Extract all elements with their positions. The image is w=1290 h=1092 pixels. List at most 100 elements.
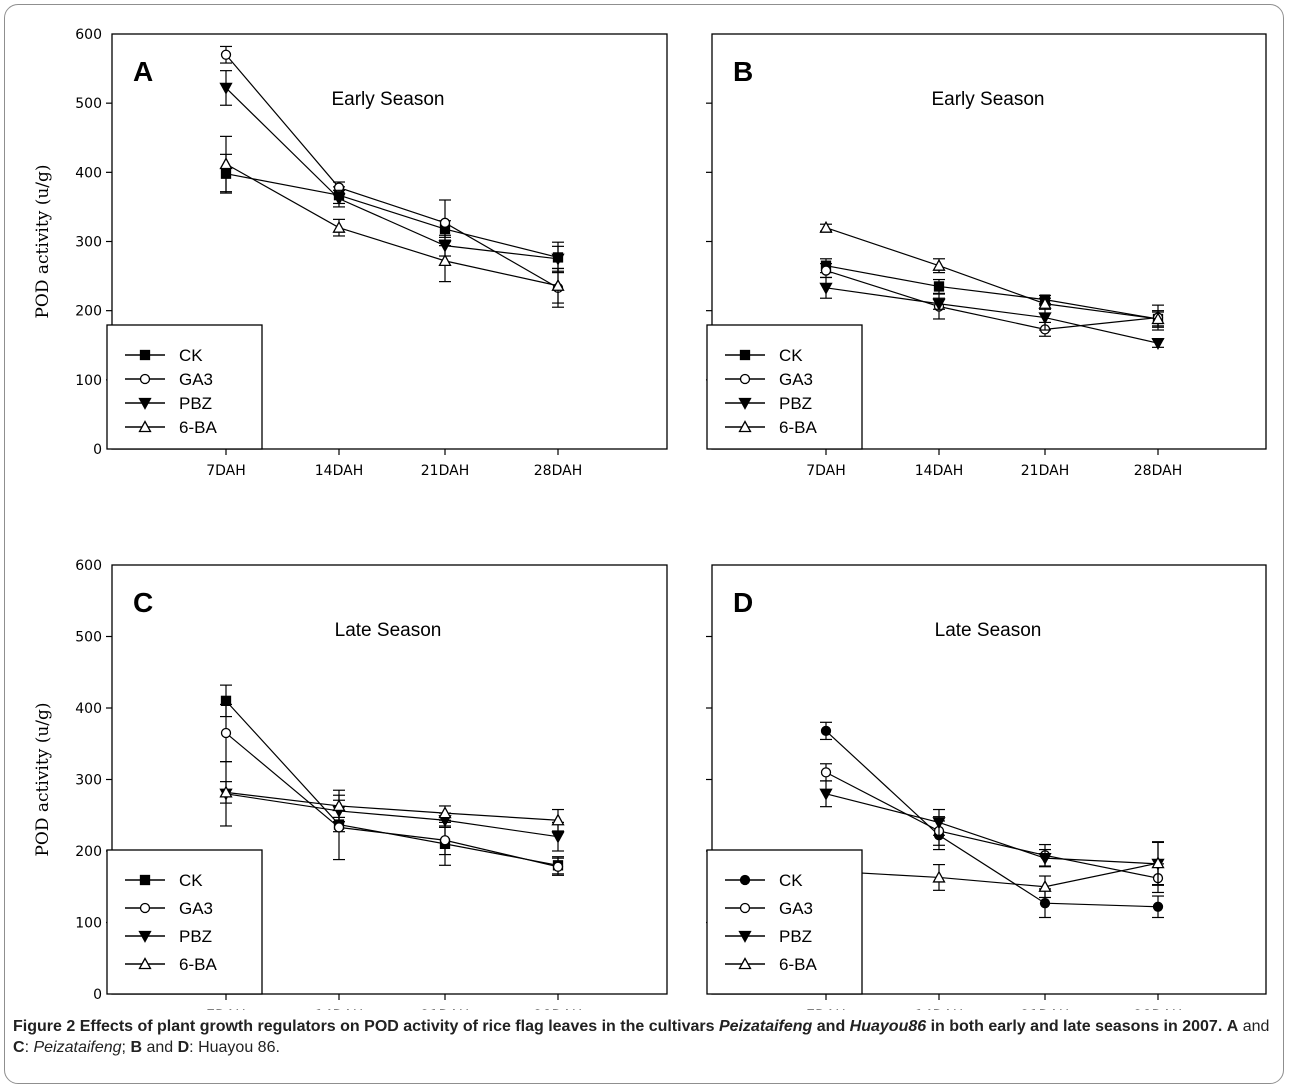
caption-and: and [816, 1018, 846, 1035]
panel-c-xtick-label-1: 14DAH [315, 1008, 363, 1010]
panel-c-xtick-label-3: 28DAH [534, 1008, 582, 1010]
panel-c-legend-label-2: PBZ [179, 927, 212, 946]
panel-c-series-3-point-0 [219, 785, 233, 798]
panel-b-series-3-point-3 [1151, 312, 1165, 325]
caption-panel-a: A [1226, 1018, 1239, 1035]
caption-and-3: and [146, 1039, 174, 1056]
panel-b-series-2-point-0 [819, 282, 833, 295]
panel-b-series-3-point-1 [932, 258, 946, 271]
panel-a-series-2-point-3 [551, 253, 565, 266]
panel-d-series-0-point-3 [1152, 901, 1164, 912]
panel-b-series-2-point-2 [1038, 312, 1052, 325]
panel-c-legend-label-0: CK [179, 871, 203, 890]
panel-d-series-3-point-3 [1151, 856, 1165, 869]
caption-sep-1: : [24, 1039, 30, 1056]
panel-a-series-2-line [225, 87, 559, 260]
caption-cultivar-2: Huayou86 [849, 1018, 927, 1035]
panel-d-title: Late Season [935, 620, 1042, 641]
panel-c: 0 100 200 300 400 500 600 7DAH 14DAH 21DAH 28DAH PO… [33, 558, 668, 1010]
panel-a-xtick-label-2: 21DAH [421, 463, 469, 479]
panel-c-xtick-label-0: 7DAH [206, 1008, 246, 1010]
caption-cultivar-1: Peizataifeng [718, 1018, 813, 1035]
panel-d-series-2-point-1 [932, 817, 946, 830]
panel-a-letter: A [133, 56, 153, 87]
panel-b-series-3-point-0 [819, 220, 833, 233]
panel-c-title: Late Season [335, 620, 442, 641]
panel-a-xtick-label-3: 28DAH [534, 463, 582, 479]
panel-d-legend-marker-0 [739, 874, 751, 886]
panel-a-legend-marker-2 [138, 397, 152, 410]
panel-d: 7DAH 14DAH 21DAH 28DAH D Late Season CK GA3 PBZ 6… [706, 564, 1267, 1010]
panel-c-ylabel: POD activity (u/g) [33, 702, 53, 856]
panel-a-series-3-point-0 [219, 157, 233, 170]
panel-b-series-0-line [825, 265, 1159, 320]
panel-d-xtick-label-2: 21DAH [1021, 1008, 1069, 1010]
panel-d-letter: D [733, 587, 753, 618]
panel-c-ytick-label-0: 0 [93, 987, 102, 1003]
caption-panel-b: B [130, 1039, 142, 1056]
panel-b-xtick-label-2: 21DAH [1021, 463, 1069, 479]
panel-a-series-1-point-0 [220, 49, 232, 60]
panel-d-legend-marker-3 [738, 957, 752, 970]
panel-c-series-2-point-3 [551, 831, 565, 844]
panel-d-series-0-line [825, 730, 1159, 908]
panel-a-legend-label-1: GA3 [179, 370, 213, 389]
panel-c-ytick-label-4: 400 [75, 701, 102, 717]
panel-d-legend-marker-2 [738, 930, 752, 943]
panel-c-ytick-label-1: 100 [75, 916, 102, 932]
panel-a-ytick-label-1: 100 [75, 373, 102, 389]
panel-a-series-1-line [225, 54, 559, 289]
caption-panel-d: D [177, 1039, 190, 1056]
panel-b: 7DAH 14DAH 21DAH 28DAH B Early Season CK GA3 PBZ… [706, 33, 1267, 479]
panel-a-ytick-label-5: 500 [75, 96, 102, 112]
panel-b-series-1-line [825, 269, 1159, 330]
panel-d-legend-label-3: 6-BA [779, 955, 817, 974]
panel-a-ylabel: POD activity (u/g) [33, 164, 53, 318]
caption-sep-2: : [189, 1039, 194, 1056]
panel-d-legend-label-2: PBZ [779, 927, 812, 946]
panel-c-letter: C [133, 587, 153, 618]
panel-a-series-1-point-2 [439, 217, 451, 228]
panel-b-legend-label-0: CK [779, 346, 803, 365]
panel-c-legend-label-3: 6-BA [179, 955, 217, 974]
panel-a-series-3-point-1 [332, 220, 346, 233]
panel-b-xtick-label-0: 7DAH [806, 463, 846, 479]
caption-panel-c: C [13, 1039, 25, 1056]
figure-caption: Figure 2 Effects of plant growth regulat… [13, 1016, 1281, 1058]
panel-a-ytick-label-4: 400 [75, 165, 102, 181]
panel-c-series-1-point-1 [333, 822, 345, 833]
panel-b-legend-box [706, 324, 863, 450]
panel-c-series-3-point-2 [438, 806, 452, 819]
caption-desc-2: Huayou 86. [198, 1039, 280, 1056]
panel-c-legend-marker-0 [139, 874, 151, 886]
panel-d-legend-marker-1 [739, 902, 751, 914]
panel-c-xtick-label-2: 21DAH [421, 1008, 469, 1010]
panel-b-legend-marker-2 [738, 397, 752, 410]
panel-c-legend-box [106, 849, 263, 995]
panel-c-legend-marker-3 [138, 957, 152, 970]
panel-c-series-1-point-0 [220, 727, 232, 739]
panel-b-xtick-label-3: 28DAH [1134, 463, 1182, 479]
panel-b-series-3-point-2 [1038, 296, 1052, 309]
panel-d-series-1-line [825, 771, 1159, 879]
caption-title-end: in both early and late seasons in 2007. [930, 1018, 1223, 1035]
panel-c-series-1-line [225, 732, 559, 868]
panel-c-ytick-label-2: 200 [75, 844, 102, 860]
panel-b-legend-marker-0 [739, 349, 751, 361]
panel-d-series-1-point-0 [820, 767, 832, 778]
panel-c-series-0-line [225, 700, 559, 866]
panel-c-legend-marker-2 [138, 930, 152, 943]
panel-d-legend-box [706, 849, 863, 995]
panel-d-series-3-point-2 [1038, 879, 1052, 892]
panel-d-series-3-point-1 [932, 870, 946, 883]
panel-d-series-3-line [825, 862, 1159, 888]
panel-a-legend-box [106, 324, 263, 450]
panel-d-series-0-point-0 [820, 725, 832, 737]
panel-b-series-3-line [825, 227, 1159, 320]
panel-b-legend-marker-1 [739, 373, 751, 385]
caption-label: Figure 2 [13, 1018, 76, 1035]
panel-a-ytick-label-3: 300 [75, 235, 102, 251]
figure-frame [4, 4, 1284, 1084]
panel-d-series-2-point-2 [1038, 853, 1052, 865]
caption-semicolon: ; [121, 1039, 126, 1056]
